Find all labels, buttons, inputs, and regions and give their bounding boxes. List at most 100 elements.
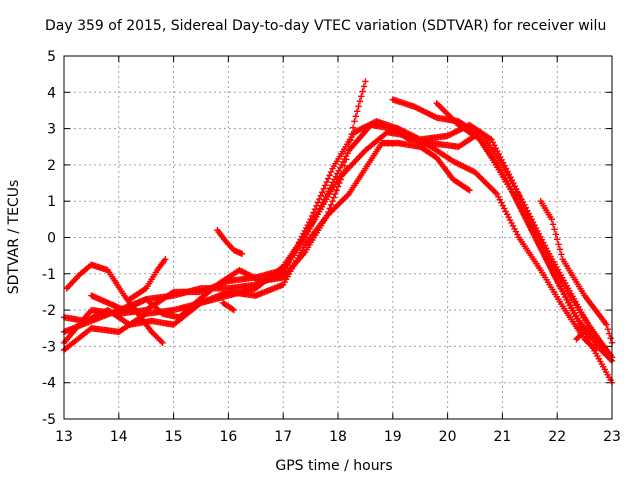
data-point-marker <box>329 198 336 205</box>
data-point-marker <box>334 183 342 190</box>
data-point-marker <box>320 185 327 193</box>
x-tick-label: 17 <box>274 429 292 445</box>
data-point-marker <box>324 175 332 182</box>
data-point-marker <box>238 250 246 258</box>
data-point-marker <box>464 186 472 193</box>
data-point-marker <box>327 168 335 176</box>
data-point-marker <box>330 194 338 201</box>
data-point-marker <box>603 321 610 328</box>
y-tick-label: 1 <box>47 194 56 210</box>
y-tick-label: -2 <box>42 303 56 319</box>
y-tick-label: -5 <box>42 412 56 428</box>
data-point-marker <box>323 212 331 219</box>
y-tick-label: -3 <box>42 339 56 355</box>
data-point-marker <box>356 98 364 105</box>
x-axis-label: GPS time / hours <box>275 458 392 474</box>
y-tick-label: 0 <box>47 231 56 247</box>
data-point-marker <box>345 143 353 150</box>
x-tick-label: 14 <box>110 429 128 445</box>
data-point-marker <box>606 330 613 337</box>
x-tick-label: 13 <box>55 429 73 445</box>
series-track-7 <box>126 256 169 303</box>
data-point-marker <box>310 209 317 216</box>
x-tick-label: 16 <box>219 429 237 445</box>
x-tick-label: 23 <box>603 429 621 445</box>
data-point-marker <box>362 78 369 85</box>
data-point-marker <box>338 172 346 179</box>
data-point-marker <box>552 231 560 238</box>
data-point-marker <box>336 179 343 187</box>
data-point-marker <box>337 176 344 183</box>
data-point-marker <box>349 124 357 131</box>
data-point-marker <box>158 338 165 345</box>
data-point-marker <box>551 226 558 233</box>
series-track-12 <box>537 198 616 346</box>
data-point-marker <box>353 108 361 115</box>
y-tick-label: -4 <box>42 376 56 392</box>
series-track-6 <box>88 78 369 321</box>
chart-title: Day 359 of 2015, Sidereal Day-to-day VTE… <box>45 18 606 34</box>
data-point-marker <box>358 93 365 100</box>
data-point-marker <box>326 172 333 179</box>
data-point-marker <box>607 335 614 342</box>
data-point-marker <box>590 331 598 338</box>
data-point-marker <box>316 195 323 203</box>
data-point-marker <box>229 305 236 313</box>
data-point-marker <box>344 149 351 157</box>
data-point-marker <box>604 325 612 333</box>
plot-frame <box>63 55 613 420</box>
y-tick-label: 5 <box>47 49 56 65</box>
data-point-marker <box>325 208 332 216</box>
data-point-marker <box>592 332 599 339</box>
data-point-marker <box>607 356 614 363</box>
x-tick-label: 21 <box>493 429 511 445</box>
data-point-marker <box>352 113 360 120</box>
data-point-marker <box>162 256 169 263</box>
data-point-marker <box>322 182 329 189</box>
data-point-marker <box>348 130 355 138</box>
series-track-13 <box>573 325 599 343</box>
data-point-marker <box>343 156 350 163</box>
data-point-marker <box>341 162 349 170</box>
data-point-marker <box>466 187 473 194</box>
series-track-11 <box>433 99 616 386</box>
data-point-marker <box>311 205 319 213</box>
data-point-marker <box>333 187 340 194</box>
y-tick-label: -1 <box>42 267 56 283</box>
data-point-marker <box>554 236 561 243</box>
data-point-marker <box>313 202 320 209</box>
data-point-marker <box>308 212 316 220</box>
data-point-marker <box>548 216 555 223</box>
x-tick-label: 15 <box>165 429 183 445</box>
data-point-marker <box>314 199 322 206</box>
data-point-marker <box>230 306 238 314</box>
y-tick-label: 4 <box>47 85 56 101</box>
data-point-marker <box>360 83 368 90</box>
data-point-marker <box>556 246 564 253</box>
data-point-marker <box>327 201 335 209</box>
data-point-marker <box>340 168 347 176</box>
data-point-marker <box>319 189 326 196</box>
data-point-marker <box>347 137 354 144</box>
y-tick-label: 2 <box>47 158 56 174</box>
x-tick-label: 22 <box>548 429 566 445</box>
series-track-8 <box>214 227 246 258</box>
y-tick-label: 3 <box>47 122 56 138</box>
series-track-9 <box>219 299 238 314</box>
x-tick-label: 20 <box>439 429 457 445</box>
data-point-marker <box>323 178 330 186</box>
x-tick-label: 18 <box>329 429 347 445</box>
data-point-marker <box>549 221 557 228</box>
x-tick-label: 19 <box>384 429 402 445</box>
data-layer <box>60 78 616 386</box>
data-point-marker <box>359 88 366 95</box>
data-point-marker <box>555 241 562 248</box>
y-axis-label: SDTVAR / TECUs <box>6 180 22 295</box>
data-point-marker <box>159 339 166 346</box>
data-point-marker <box>355 103 362 110</box>
data-point-marker <box>317 192 325 199</box>
